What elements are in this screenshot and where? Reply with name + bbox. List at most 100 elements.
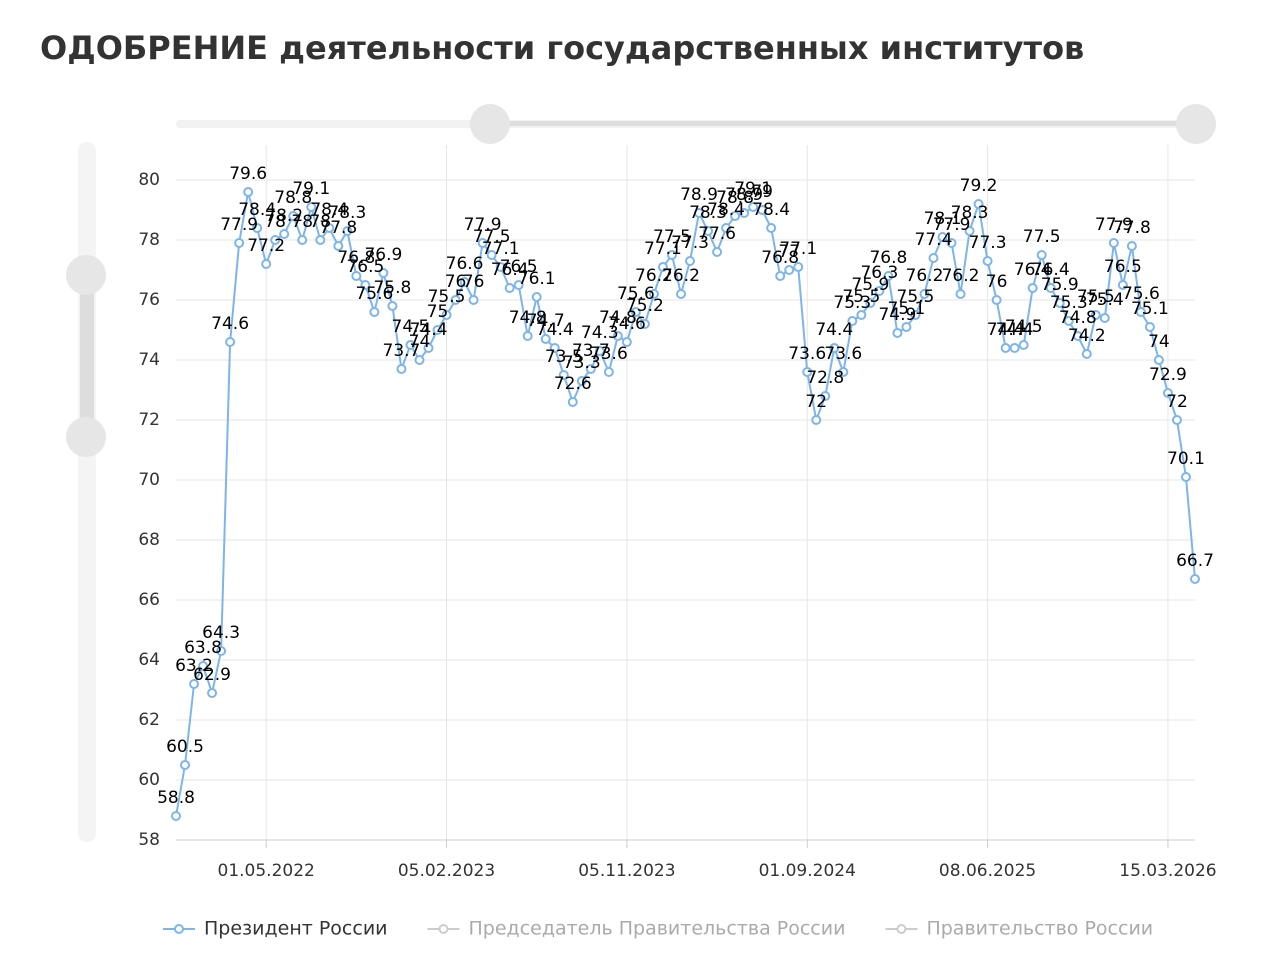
data-point	[946, 238, 957, 248]
data-label: 76	[445, 272, 467, 292]
legend-marker	[896, 924, 907, 934]
data-point	[793, 262, 804, 272]
legend-label: Председатель Правительства России	[469, 918, 846, 940]
data-label: 63.2	[175, 656, 213, 676]
data-label: 74.7	[527, 311, 565, 331]
data-label: 76.5	[346, 257, 384, 277]
data-point	[594, 346, 605, 356]
data-label: 74.3	[581, 323, 619, 343]
data-label: 73.6	[788, 344, 826, 364]
data-label: 77.3	[969, 233, 1007, 253]
data-point	[621, 337, 632, 347]
data-point	[757, 205, 768, 215]
data-point	[1027, 283, 1038, 293]
y-tick-label: 78	[138, 230, 160, 250]
data-point	[766, 223, 777, 233]
data-label: 77	[778, 242, 800, 262]
x-tick-label: 01.05.2022	[218, 861, 315, 881]
data-point	[603, 367, 614, 377]
data-label: 74.5	[392, 317, 430, 337]
data-label: 72	[1166, 392, 1188, 412]
legend-item[interactable]: Председатель Правительства России	[427, 918, 846, 940]
legend-marker	[438, 924, 449, 934]
data-label: 79.1	[292, 179, 330, 199]
data-label: 74.4	[815, 320, 853, 340]
data-label: 76.5	[1104, 257, 1142, 277]
legend-item[interactable]: Президент России	[163, 918, 388, 940]
data-point	[531, 292, 542, 302]
data-label: 77.1	[482, 239, 520, 259]
data-label: 78.4	[707, 200, 745, 220]
data-point	[486, 250, 497, 260]
data-point	[1009, 343, 1020, 353]
data-label: 76.8	[869, 248, 907, 268]
data-label: 76.2	[942, 266, 980, 286]
data-label: 72	[805, 392, 827, 412]
data-label: 60.5	[166, 737, 204, 757]
data-label: 77.5	[1023, 227, 1061, 247]
data-label: 73.7	[383, 341, 421, 361]
data-label: 62.9	[193, 665, 231, 685]
slider-handle[interactable]	[1176, 104, 1216, 144]
data-point	[234, 238, 245, 248]
range-slider[interactable]	[66, 104, 1216, 842]
data-label: 64.3	[202, 623, 240, 643]
data-point	[1190, 574, 1200, 584]
slider-handle[interactable]	[470, 104, 510, 144]
data-label: 74.6	[608, 314, 646, 334]
data-point	[657, 262, 668, 272]
data-label: 79.1	[734, 179, 772, 199]
data-label: 70.1	[1167, 449, 1205, 469]
data-point	[432, 325, 443, 335]
data-point	[838, 367, 849, 377]
data-point	[1117, 280, 1128, 290]
data-point	[964, 226, 975, 236]
data-point	[450, 295, 461, 305]
data-label: 78.4	[238, 200, 276, 220]
data-point	[189, 679, 200, 689]
data-label: 73.5	[545, 347, 583, 367]
data-point	[1090, 310, 1101, 320]
data-label: 78.1	[924, 209, 962, 229]
data-point	[261, 259, 272, 269]
slider-range	[490, 121, 1196, 126]
data-point	[396, 364, 407, 374]
data-label: 76.4	[1032, 260, 1070, 280]
data-point	[1108, 238, 1119, 248]
data-point	[1081, 349, 1092, 359]
data-label: 75.1	[1131, 299, 1169, 319]
data-point	[315, 235, 326, 245]
data-point	[477, 238, 488, 248]
y-tick-label: 68	[138, 530, 160, 550]
slider-handle[interactable]	[66, 417, 106, 457]
data-point	[829, 343, 840, 353]
data-point	[883, 271, 894, 281]
data-label: 79	[751, 182, 773, 202]
data-point	[739, 208, 750, 218]
x-tick-label: 05.11.2023	[578, 861, 675, 881]
data-point	[1126, 241, 1137, 251]
data-label: 76	[463, 272, 485, 292]
data-point	[802, 367, 813, 377]
data-point	[576, 376, 587, 386]
data-point	[423, 343, 434, 353]
data-point	[1180, 472, 1191, 482]
data-label: 75.5	[1077, 287, 1115, 307]
slider-handle[interactable]	[66, 255, 106, 295]
y-tick-label: 76	[138, 290, 160, 310]
data-label: 78.8	[274, 188, 312, 208]
data-point	[1063, 316, 1074, 326]
data-label: 75	[427, 302, 449, 322]
data-point	[666, 250, 677, 260]
v-slider-range	[80, 275, 94, 437]
data-label: 78	[309, 212, 331, 232]
legend-item[interactable]: Правительство России	[885, 918, 1153, 940]
y-tick-label: 74	[138, 350, 160, 370]
data-label: 76	[986, 272, 1008, 292]
data-label: 77.1	[644, 239, 682, 259]
data-point	[955, 289, 966, 299]
data-point	[892, 328, 903, 338]
data-point	[378, 268, 389, 278]
data-label: 75.6	[617, 284, 655, 304]
data-label: 75.3	[1050, 293, 1088, 313]
